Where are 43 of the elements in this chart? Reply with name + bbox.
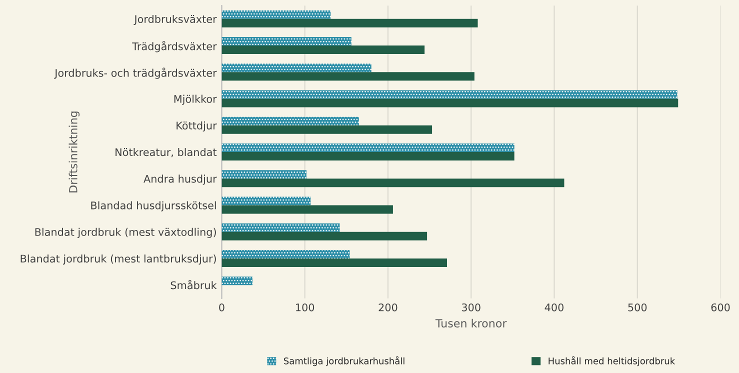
x-axis-title: Tusen kronor [435, 318, 507, 328]
y-tick-label: Jordbruks- och trädgårdsväxter [54, 68, 217, 79]
y-tick-label: Jordbruksväxter [134, 14, 217, 25]
bar [222, 116, 359, 126]
y-tick-label: Blandat jordbruk (mest lantbruksdjur) [20, 254, 216, 265]
bar [222, 196, 311, 206]
x-tick-label: 300 [462, 303, 480, 312]
bar [222, 46, 425, 54]
x-tick-label: 200 [378, 303, 398, 312]
x-tick-label: 0 [219, 303, 224, 312]
y-tick-label: Trädgårdsväxter [132, 40, 217, 52]
x-tick-label: 100 [296, 303, 314, 312]
bar [222, 170, 306, 179]
y-tick-label: Blandat jordbruk (mest växtodling) [35, 228, 216, 238]
x-tick-label: 400 [544, 303, 564, 312]
bar [222, 18, 478, 28]
bar [222, 276, 252, 286]
bar [222, 10, 331, 19]
bar [222, 223, 340, 232]
y-tick-label: Köttdjur [176, 121, 217, 132]
legend-label: Hushåll med heltidsjordbruk [548, 356, 676, 366]
bar [222, 258, 448, 267]
y-tick-label: Mjölkkor [174, 94, 217, 105]
y-tick-label: Blandad husdjursskötsel [91, 201, 216, 212]
bar [222, 178, 564, 188]
y-axis-title: Driftsinriktning [68, 112, 80, 192]
bar [222, 72, 474, 81]
bar [222, 152, 514, 161]
bar [222, 205, 393, 214]
bar [222, 90, 678, 99]
bar [222, 125, 432, 134]
bar [222, 232, 428, 240]
bar [222, 37, 352, 46]
legend-label: Samtliga jordbrukarhushåll [284, 356, 404, 366]
y-tick-label: Andra husdjur [144, 174, 217, 185]
y-tick-label: Nötkreatur, blandat [116, 148, 217, 158]
x-tick-label: 500 [628, 303, 647, 312]
x-tick-label: 600 [711, 303, 730, 312]
bar [222, 143, 514, 152]
bar [222, 98, 678, 108]
bar [222, 64, 372, 72]
bar [222, 250, 350, 258]
y-tick-label: Småbruk [170, 280, 217, 290]
